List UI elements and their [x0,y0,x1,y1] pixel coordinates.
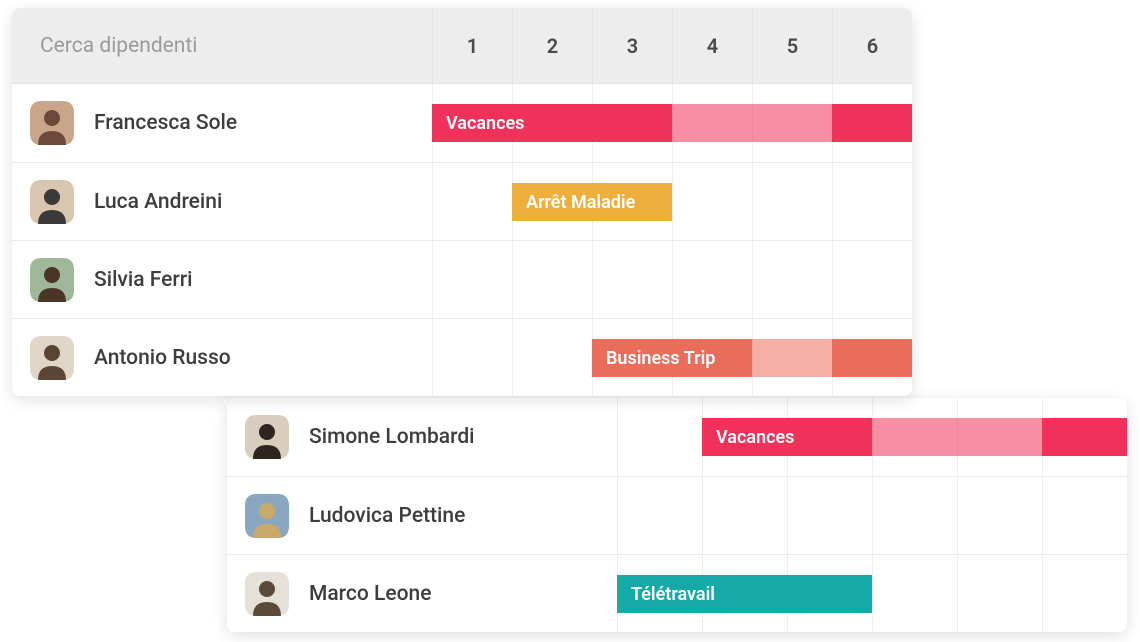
day-cell[interactable] [617,398,702,476]
day-cell[interactable] [832,163,912,240]
avatar [30,101,74,145]
employee-name: Marco Leone [309,582,431,606]
day-cell[interactable] [957,555,1042,632]
employee-name: Ludovica Pettine [309,504,465,528]
employee-name-cell[interactable]: Luca Andreini [12,163,432,240]
day-cell[interactable] [752,241,832,318]
absence-bar[interactable] [832,104,912,142]
day-cell[interactable] [702,477,787,554]
day-cell[interactable] [512,241,592,318]
employee-row[interactable]: Luca Andreini Arrêt Maladie [12,162,912,240]
day-cell[interactable] [617,477,702,554]
day-cell[interactable] [1042,477,1127,554]
day-cell[interactable] [512,319,592,396]
search-placeholder: Cerca dipendenti [40,34,197,58]
absence-bar[interactable]: Arrêt Maladie [512,183,672,221]
employee-name-cell[interactable]: Ludovica Pettine [227,477,617,554]
absence-bar[interactable]: Business Trip [592,339,752,377]
day-header-2[interactable]: 2 [512,8,592,83]
employee-name: Silvia Ferri [94,268,193,292]
attendance-panel-back: Simone Lombardi Vacances Ludovica Pettine… [227,398,1127,632]
avatar [245,494,289,538]
absence-bar[interactable]: Télétravail [617,575,872,613]
day-header-5[interactable]: 5 [752,8,832,83]
employee-name-cell[interactable]: Simone Lombardi [227,398,617,476]
day-header-6[interactable]: 6 [832,8,912,83]
absence-bar[interactable]: Vacances [702,418,872,456]
avatar [245,572,289,616]
day-header-3[interactable]: 3 [592,8,672,83]
day-cell[interactable] [872,555,957,632]
attendance-panel-front: Cerca dipendenti 1 2 3 4 5 6 Francesca S… [12,8,912,396]
avatar [30,180,74,224]
day-cell[interactable] [672,163,752,240]
avatar [30,258,74,302]
employee-name: Simone Lombardi [309,425,475,449]
search-employees-input[interactable]: Cerca dipendenti [12,8,432,83]
employee-row[interactable]: Francesca Sole Vacances [12,84,912,162]
employee-name: Francesca Sole [94,111,237,135]
day-cell[interactable] [432,241,512,318]
day-cell[interactable] [672,241,752,318]
day-header-4[interactable]: 4 [672,8,752,83]
employee-row[interactable]: Antonio Russo Business Trip [12,318,912,396]
absence-bar[interactable] [872,418,1042,456]
day-cell[interactable] [752,163,832,240]
avatar [245,415,289,459]
avatar [30,336,74,380]
absence-bar[interactable]: Vacances [432,104,672,142]
absence-bar[interactable] [752,339,832,377]
employee-row[interactable]: Marco Leone Télétravail [227,554,1127,632]
employee-row[interactable]: Ludovica Pettine [227,476,1127,554]
employee-row[interactable]: Silvia Ferri [12,240,912,318]
employee-name: Luca Andreini [94,190,222,214]
day-cell[interactable] [957,477,1042,554]
day-cell[interactable] [872,477,957,554]
day-cell[interactable] [832,241,912,318]
employee-name-cell[interactable]: Marco Leone [227,555,617,632]
day-cell[interactable] [1042,555,1127,632]
absence-bar[interactable] [672,104,832,142]
employee-name-cell[interactable]: Silvia Ferri [12,241,432,318]
day-cell[interactable] [432,319,512,396]
absence-bar[interactable] [832,339,912,377]
employee-name-cell[interactable]: Antonio Russo [12,319,432,396]
day-header-1[interactable]: 1 [432,8,512,83]
employee-row[interactable]: Simone Lombardi Vacances [227,398,1127,476]
absence-bar[interactable] [1042,418,1127,456]
day-cell[interactable] [592,241,672,318]
employee-name-cell[interactable]: Francesca Sole [12,84,432,162]
day-cell[interactable] [787,477,872,554]
day-cell[interactable] [432,163,512,240]
header-row: Cerca dipendenti 1 2 3 4 5 6 [12,8,912,84]
employee-name: Antonio Russo [94,346,231,370]
